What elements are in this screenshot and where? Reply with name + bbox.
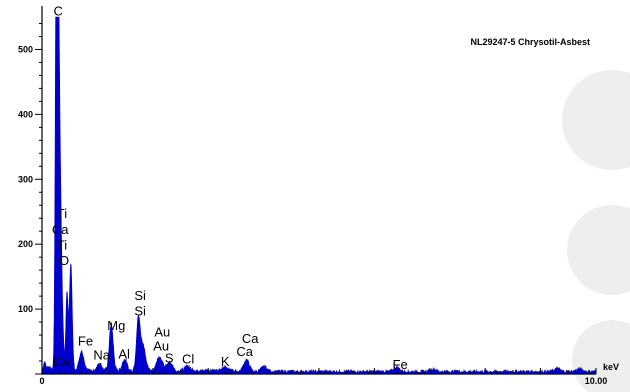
peak-label: Au (153, 339, 169, 354)
peak-label: Ti (57, 206, 67, 221)
peak-label: Au (154, 324, 170, 339)
watermark (562, 70, 630, 392)
peak-label: O (59, 253, 69, 268)
peak-label: Si (134, 304, 146, 319)
y-tick-label: 500 (18, 44, 33, 54)
y-tick-label: 400 (18, 109, 33, 119)
peak-label: Fe (78, 333, 93, 348)
peak-label: C (54, 4, 63, 19)
peak-label: Ca (242, 331, 259, 346)
peak-label: Al (118, 346, 130, 361)
peak-label: Na (93, 348, 110, 363)
peak-label: Ti (57, 237, 67, 252)
y-tick-label: 300 (18, 174, 33, 184)
y-tick-label: 100 (18, 304, 33, 314)
x-tick-label: 10.00 (585, 376, 608, 386)
peak-label: S (165, 350, 174, 365)
peak-label: Mg (107, 318, 125, 333)
peak-label: Ca (52, 222, 69, 237)
peak-label: Cl (182, 352, 194, 367)
y-tick-label: 200 (18, 239, 33, 249)
peak-label: Ca (53, 354, 70, 369)
x-unit-label: keV (603, 362, 619, 372)
chart-title: NL29247-5 Chrysotil-Asbest (470, 37, 590, 47)
peak-label: K (221, 354, 230, 369)
watermark-shape-1 (562, 70, 630, 170)
peak-label: Si (134, 288, 146, 303)
peak-label: Ca (236, 344, 253, 359)
watermark-shape-2 (567, 205, 630, 295)
x-tick-label: 0 (39, 376, 44, 386)
ticks-layer: 100 200 300 400 500 0 10.00 (18, 22, 608, 386)
peak-label: Fe (393, 357, 408, 372)
